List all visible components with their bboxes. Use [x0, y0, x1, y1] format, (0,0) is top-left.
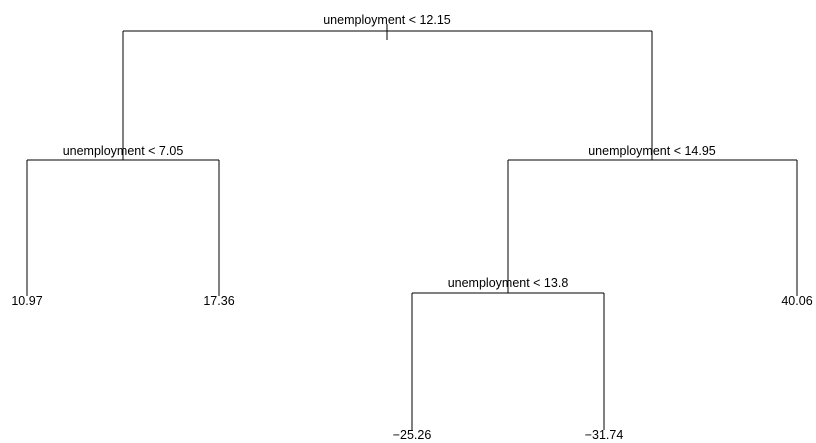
split-node-right: unemployment < 14.95: [507, 144, 798, 296]
leaf-value-rll: −25.26: [393, 428, 432, 442]
leaf-value-rr: 40.06: [781, 294, 812, 308]
leaf-value-rlr: −31.74: [585, 428, 624, 442]
split-node-right-left: unemployment < 13.8: [411, 276, 605, 430]
split-node-root: unemployment < 12.15: [122, 13, 653, 160]
leaf-value-ll: 10.97: [11, 294, 42, 308]
leaf-value-lr: 17.36: [203, 294, 234, 308]
split-label-left: unemployment < 7.05: [63, 144, 184, 158]
split-label-root: unemployment < 12.15: [323, 13, 451, 27]
split-label-right-left: unemployment < 13.8: [448, 276, 569, 290]
split-node-left: unemployment < 7.05: [26, 144, 220, 296]
split-label-right: unemployment < 14.95: [588, 144, 716, 158]
